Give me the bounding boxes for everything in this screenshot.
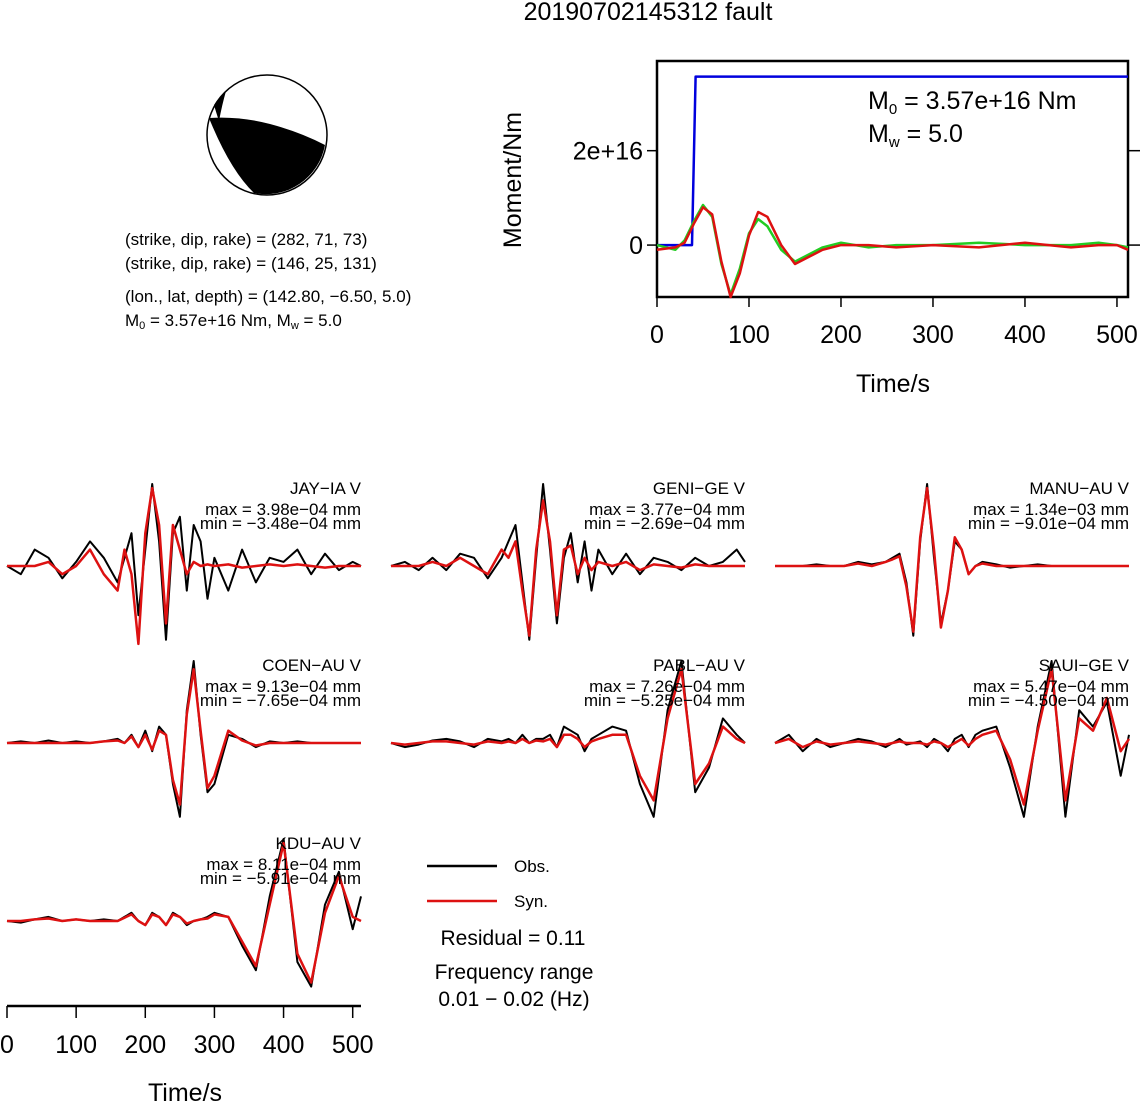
figure-title: 20190702145312 fault bbox=[524, 0, 773, 26]
synthetic-waveform bbox=[774, 667, 1131, 806]
waveform-time-axis-label: Time/s bbox=[148, 1079, 222, 1104]
waveform-time-tick-label: 300 bbox=[194, 1031, 236, 1059]
station-min: min = −9.01e−04 mm bbox=[968, 514, 1129, 533]
moment-plot-frame bbox=[655, 59, 1130, 299]
moment-series-line-0 bbox=[657, 75, 1128, 247]
station-min: min = −5.25e−04 mm bbox=[584, 691, 745, 710]
synthetic-waveform bbox=[7, 486, 361, 646]
synthetic-waveform bbox=[7, 667, 361, 806]
legend: Obs. Syn. Residual = 0.11 Frequency rang… bbox=[427, 857, 593, 1011]
station-name: SAUI−GE V bbox=[1039, 656, 1130, 675]
station-name: KDU−AU V bbox=[276, 834, 362, 853]
m0-subscript: 0 bbox=[139, 320, 146, 332]
waveform-time-axis: 0 100 200 300 400 500 Time/s bbox=[0, 1004, 374, 1104]
synthetic-waveform bbox=[391, 499, 745, 637]
station-name: JAY−IA V bbox=[290, 479, 362, 498]
moment-panel-mw: Mw = 5.0 bbox=[868, 119, 963, 158]
moment-rate-panel: 0 100 200 300 400 500 0 2e+16 Time/s Moment/Nm bbox=[499, 59, 1140, 398]
moment-series-line-2 bbox=[656, 206, 1129, 299]
moment-x-tick-label: 100 bbox=[728, 321, 770, 349]
station-min: min = −5.91e−04 mm bbox=[200, 869, 361, 888]
frequency-range-value: 0.01 − 0.02 (Hz) bbox=[438, 988, 589, 1011]
nodal-plane-1: (strike, dip, rake) = (282, 71, 73) bbox=[125, 230, 368, 249]
beachball bbox=[206, 74, 328, 196]
station-max: max = 5.47e−04 mm bbox=[973, 677, 1129, 696]
beachball-compression-quadrant-1 bbox=[209, 117, 325, 195]
station-max: max = 3.98e−04 mm bbox=[205, 500, 361, 519]
mw-subscript: w bbox=[290, 320, 299, 332]
moment-mw-value: = 5.0 bbox=[899, 120, 963, 148]
station-name: PABL−AU V bbox=[653, 656, 745, 675]
waveform-time-tick-label: 200 bbox=[124, 1031, 166, 1059]
station-name: MANU−AU V bbox=[1029, 479, 1129, 498]
moment-x-axis: 0 100 200 300 400 500 bbox=[650, 297, 1138, 349]
moment-y-axis-label: Moment/Nm bbox=[499, 112, 527, 248]
station-max: max = 1.34e−03 mm bbox=[973, 500, 1129, 519]
nodal-plane-2: (strike, dip, rake) = (146, 25, 131) bbox=[125, 254, 377, 273]
moment-y-axis: 0 2e+16 bbox=[573, 138, 1140, 260]
moment-series-group bbox=[656, 75, 1129, 299]
residual-text: Residual = 0.11 bbox=[441, 927, 586, 950]
m0-value: = 3.57e+16 Nm, M bbox=[145, 311, 291, 330]
moment-x-axis-label: Time/s bbox=[856, 370, 930, 398]
station-max: max = 8.11e−04 mm bbox=[206, 855, 361, 874]
moment-x-tick-label: 200 bbox=[820, 321, 862, 349]
waveform-time-ticks: 0 100 200 300 400 500 bbox=[0, 1006, 374, 1059]
moment-x-tick-label: 300 bbox=[912, 321, 954, 349]
hypocenter-location: (lon., lat, depth) = (142.80, −6.50, 5.0… bbox=[125, 287, 412, 306]
moment-x-tick-label: 500 bbox=[1096, 321, 1138, 349]
legend-syn-label: Syn. bbox=[514, 892, 548, 911]
legend-obs-label: Obs. bbox=[514, 857, 550, 876]
moment-m0-symbol: M bbox=[868, 87, 889, 115]
waveform-time-tick-label: 500 bbox=[332, 1031, 374, 1059]
waveform-time-tick-label: 400 bbox=[263, 1031, 305, 1059]
moment-panel-m0: M0 = 3.57e+16 Nm bbox=[868, 86, 1076, 125]
station-max: max = 3.77e−04 mm bbox=[589, 500, 745, 519]
observed-waveform bbox=[6, 483, 362, 641]
station-min: min = −2.69e−04 mm bbox=[584, 514, 745, 533]
station-name: COEN−AU V bbox=[262, 656, 361, 675]
synthetic-waveform bbox=[775, 486, 1129, 633]
waveform-time-tick-label: 0 bbox=[0, 1031, 14, 1059]
moment-magnitude-line: M0 = 3.57e+16 Nm, Mw = 5.0 bbox=[125, 311, 342, 336]
moment-mw-symbol: M bbox=[868, 120, 889, 148]
moment-x-tick-label: 0 bbox=[650, 321, 664, 349]
station-min: min = −4.50e−04 mm bbox=[968, 691, 1129, 710]
station-min: min = −3.48e−04 mm bbox=[200, 514, 361, 533]
synthetic-waveform bbox=[7, 841, 362, 984]
moment-mw-subscript: w bbox=[888, 134, 900, 151]
station-min: min = −7.65e−04 mm bbox=[200, 691, 361, 710]
station-max: max = 9.13e−04 mm bbox=[205, 677, 361, 696]
station-max: max = 7.26e−04 mm bbox=[589, 677, 745, 696]
waveform-time-tick-label: 100 bbox=[55, 1031, 97, 1059]
synthetic-waveform bbox=[390, 667, 746, 802]
frequency-range-title: Frequency range bbox=[435, 961, 594, 984]
moment-y-tick-label: 0 bbox=[629, 232, 643, 260]
moment-y-tick-label: 2e+16 bbox=[573, 138, 643, 166]
station-name: GENI−GE V bbox=[653, 479, 746, 498]
m0-symbol: M bbox=[125, 311, 140, 330]
moment-x-tick-label: 400 bbox=[1004, 321, 1046, 349]
moment-m0-subscript: 0 bbox=[888, 101, 898, 118]
beachball-compression-quadrant-2 bbox=[214, 91, 226, 121]
mw-value: = 5.0 bbox=[298, 311, 342, 330]
moment-m0-value: = 3.57e+16 Nm bbox=[897, 87, 1077, 115]
